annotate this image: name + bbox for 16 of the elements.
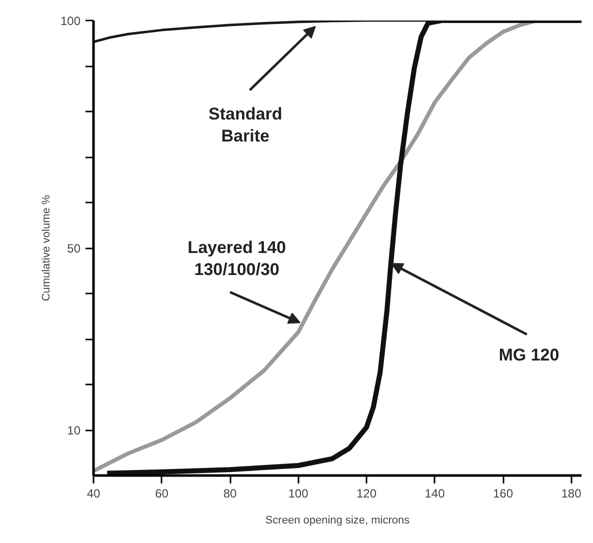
x-tick-label: 60: [155, 486, 169, 500]
x-tick-label: 80: [223, 486, 238, 500]
y-tick-label: 100: [60, 14, 81, 28]
x-tick-label: 40: [86, 486, 100, 500]
annotation: MG 120: [498, 345, 560, 364]
y-tick-label: 10: [67, 424, 81, 438]
annotation: Layered 140 130/100/30: [188, 238, 286, 279]
y-axis-title: Cumulative volume %: [40, 194, 52, 302]
x-tick-label: 180: [561, 486, 582, 500]
x-tick-label: 100: [288, 486, 309, 500]
x-tick-label: 160: [493, 486, 514, 500]
x-axis-title: Screen opening size, microns: [265, 514, 410, 526]
x-tick-label: 140: [424, 486, 446, 500]
y-tick-label: 50: [67, 242, 81, 256]
x-tick-label: 120: [356, 486, 377, 500]
annotation: Standard Barite: [208, 104, 282, 146]
